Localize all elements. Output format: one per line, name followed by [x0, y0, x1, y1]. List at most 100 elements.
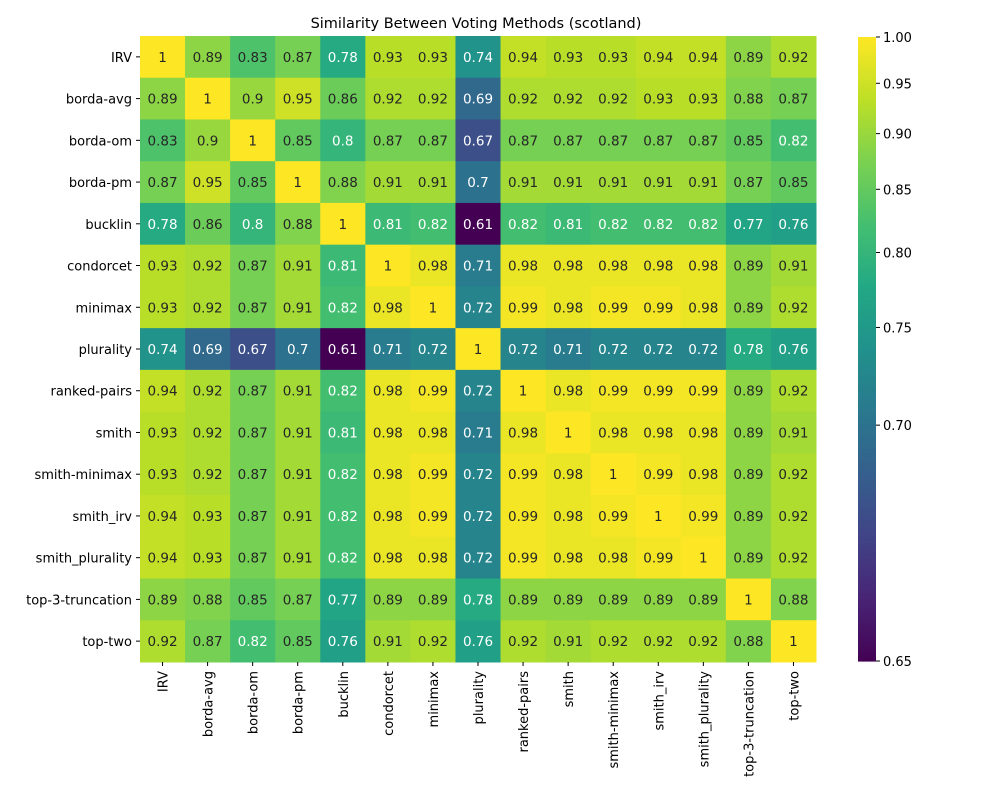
colorbar-segment — [858, 267, 876, 272]
colorbar-segment — [858, 654, 876, 659]
cell-value-label: 1 — [519, 384, 528, 400]
cell-value-label: 0.91 — [553, 175, 583, 191]
colorbar-segment — [858, 367, 876, 372]
colorbar-segment — [858, 208, 876, 213]
colorbar-segment — [858, 576, 876, 581]
colorbar-segment — [858, 99, 876, 104]
heatmap-cell — [500, 286, 547, 329]
colorbar-segment — [858, 261, 876, 266]
cell-value-label: 0.92 — [193, 300, 223, 316]
cell-value-label: 0.92 — [553, 92, 583, 108]
heatmap-cell — [320, 77, 366, 120]
colorbar-segment — [858, 58, 876, 63]
heatmap-cell — [230, 536, 276, 580]
heatmap-cell — [140, 369, 186, 413]
cell-value-label: 0.71 — [463, 259, 493, 275]
cell-value-label: 0.98 — [643, 425, 673, 441]
colorbar-segment — [858, 295, 876, 300]
colorbar-segment — [858, 286, 876, 291]
heatmap-cell — [230, 411, 276, 454]
colorbar-segment — [858, 211, 876, 216]
heatmap-cell — [590, 620, 637, 663]
heatmap-cell — [500, 119, 547, 162]
cell-value-label: 0.78 — [733, 342, 763, 358]
colorbar-tick-label: 1.00 — [883, 31, 912, 46]
heatmap-cell — [590, 495, 637, 538]
heatmap-cell — [455, 620, 502, 663]
heatmap-cell — [590, 536, 637, 580]
colorbar-segment — [858, 451, 876, 456]
cell-value-label: 0.92 — [148, 634, 178, 650]
cell-value-label: 0.98 — [508, 259, 538, 275]
heatmap-cell — [500, 411, 547, 454]
heatmap-cell — [635, 244, 682, 287]
cell-value-label: 0.71 — [463, 425, 493, 441]
cell-value-label: 0.81 — [328, 425, 358, 441]
heatmap-cell — [680, 77, 727, 120]
heatmap-cell — [455, 161, 502, 204]
cell-value-label: 0.98 — [373, 384, 403, 400]
cell-value-label: 0.69 — [463, 92, 493, 108]
heatmap-cell — [230, 620, 276, 663]
chart-title: Similarity Between Voting Methods (scotl… — [311, 16, 642, 32]
heatmap-cell — [185, 202, 231, 246]
colorbar-segment — [858, 96, 876, 100]
colorbar: 0.65 0.70 0.75 0.80 0.85 0.90 0.95 1.00 — [858, 31, 912, 670]
heatmap-cell — [365, 578, 411, 621]
cell-value-label: 0.92 — [193, 384, 223, 400]
heatmap-cell — [725, 36, 772, 79]
cell-value-label: 0.91 — [283, 551, 313, 567]
heatmap-cell — [365, 161, 411, 204]
colorbar-segment — [858, 280, 876, 285]
cell-value-label: 1 — [248, 133, 257, 149]
colorbar-segment — [858, 202, 876, 207]
cell-value-label: 0.99 — [508, 467, 538, 483]
x-tick-label: borda-pm — [292, 671, 307, 734]
cell-value-label: 0.85 — [238, 592, 268, 608]
x-tick-labels: IRV borda-avg borda-om borda-pm bucklin condo… — [157, 662, 802, 777]
heatmap-cell — [365, 453, 411, 496]
cell-value-label: 0.78 — [463, 592, 493, 608]
colorbar-segment — [858, 455, 876, 459]
cell-value-label: 1 — [429, 300, 438, 316]
cell-value-label: 0.88 — [193, 592, 223, 608]
colorbar-segment — [858, 143, 876, 147]
cell-value-label: 0.87 — [148, 175, 178, 191]
heatmap-cell — [365, 36, 411, 79]
y-tick-label: smith_plurality — [36, 552, 133, 567]
cell-value-label: 0.99 — [598, 384, 628, 400]
heatmap-cell — [725, 495, 772, 538]
cell-value-label: 0.98 — [373, 467, 403, 483]
colorbar-segment — [858, 102, 876, 107]
cell-value-label: 1 — [384, 259, 393, 275]
heatmap-cell — [680, 328, 727, 371]
cell-value-label: 0.87 — [238, 467, 268, 483]
colorbar-tick-label: 0.85 — [883, 183, 912, 198]
heatmap-cell — [770, 161, 817, 204]
heatmap-cell — [410, 369, 456, 413]
colorbar-segment — [858, 402, 876, 406]
cell-value-label: 0.92 — [688, 634, 718, 650]
cell-value-label: 0.8 — [242, 217, 263, 233]
heatmap-cell — [185, 495, 231, 538]
heatmap-cell — [140, 77, 186, 120]
cell-value-label: 0.89 — [508, 592, 538, 608]
heatmap-cell — [770, 202, 817, 246]
cell-value-label: 0.9 — [242, 92, 263, 108]
colorbar-segment — [858, 467, 876, 472]
cell-value-label: 0.93 — [148, 425, 178, 441]
heatmap-cell — [635, 77, 682, 120]
heatmap-cell — [275, 411, 321, 454]
cell-value-label: 0.89 — [733, 300, 763, 316]
colorbar-segment — [858, 586, 876, 590]
colorbar-segment — [858, 108, 876, 113]
cell-value-label: 0.95 — [193, 175, 223, 191]
heatmap-cell — [275, 536, 321, 580]
cell-value-label: 0.91 — [688, 175, 718, 191]
cell-value-label: 0.98 — [598, 259, 628, 275]
heatmap-cell — [545, 411, 592, 454]
colorbar-segment — [858, 118, 876, 122]
colorbar-segment — [858, 155, 876, 160]
colorbar-tick-label: 0.70 — [883, 419, 912, 434]
cell-value-label: 0.93 — [688, 92, 718, 108]
